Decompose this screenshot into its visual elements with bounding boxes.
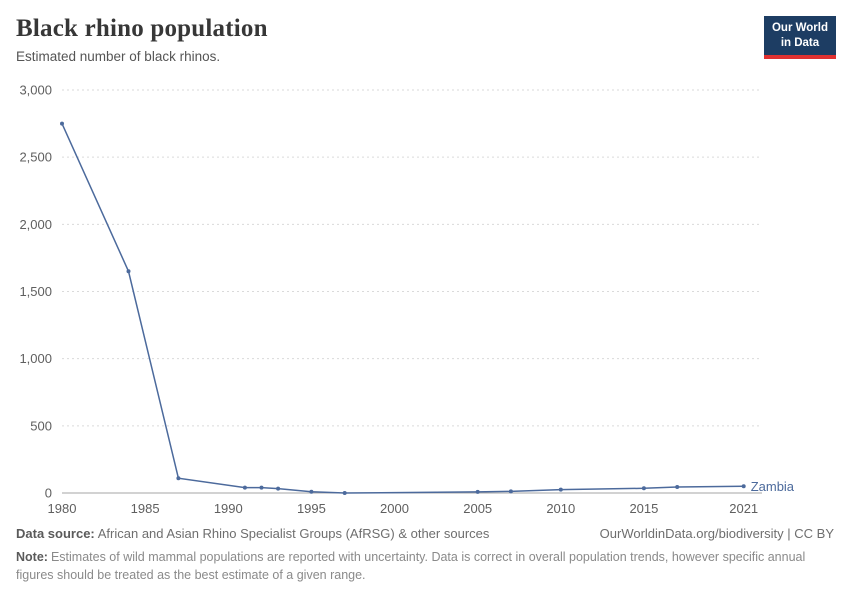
data-point[interactable] [641, 486, 646, 491]
chart-svg: 0 500 1,000 1,500 2,000 2,500 3,000 1980 1985 199… [19, 83, 795, 517]
y-axis-tick-label: 0 [45, 486, 52, 501]
x-axis-tick-label: 1990 [214, 501, 243, 516]
x-axis-tick-label: 2005 [463, 501, 492, 516]
data-point[interactable] [741, 484, 746, 489]
data-point[interactable] [508, 489, 513, 494]
x-axis-tick-label: 2000 [380, 501, 409, 516]
x-axis-tick-label: 1985 [131, 501, 160, 516]
y-axis-tick-label: 1,000 [19, 351, 52, 366]
x-axis-tick-label: 2021 [729, 501, 758, 516]
chart-note: Note: Estimates of wild mammal population… [16, 548, 816, 584]
logo-line-2: in Data [780, 36, 820, 49]
x-axis-tick-label: 2015 [629, 501, 658, 516]
x-axis-tick-label: 2010 [546, 501, 575, 516]
chart-footer: Data source: African and Asian Rhino Spec… [0, 516, 850, 584]
x-axis-tick-label: 1995 [297, 501, 326, 516]
data-point[interactable] [342, 491, 347, 495]
page-title: Black rhino population [16, 15, 268, 42]
data-point[interactable] [176, 476, 181, 481]
series-line-zambia[interactable] [61, 123, 744, 494]
data-source-text: African and Asian Rhino Specialist Group… [97, 526, 490, 541]
y-axis-tick-label: 2,500 [19, 150, 52, 165]
y-axis-tick-label: 3,000 [19, 83, 52, 98]
y-axis-tick-label: 1,500 [19, 284, 52, 299]
data-point[interactable] [60, 121, 64, 126]
data-point[interactable] [259, 485, 264, 490]
note-label: Note: [16, 550, 48, 564]
data-point[interactable] [558, 487, 563, 492]
data-point[interactable] [126, 269, 131, 274]
y-axis-tick-label: 2,000 [19, 217, 52, 232]
data-point[interactable] [276, 486, 281, 491]
data-source-label: Data source: [16, 526, 95, 541]
data-source: Data source: African and Asian Rhino Spec… [16, 526, 489, 541]
source-row: Data source: African and Asian Rhino Spec… [16, 526, 834, 541]
data-point[interactable] [675, 485, 680, 489]
note-text: Estimates of wild mammal populations are… [16, 550, 806, 583]
data-point[interactable] [475, 489, 480, 494]
x-axis-tick-label: 1980 [48, 501, 77, 516]
data-point[interactable] [309, 489, 314, 494]
logo-line-1: Our World [771, 22, 828, 34]
data-point[interactable] [242, 485, 247, 490]
credit-link[interactable]: OurWorldinData.org/biodiversity | CC BY [599, 526, 834, 541]
title-block: Black rhino population Estimated number … [16, 14, 268, 64]
chart-subtitle: Estimated number of black rhinos. [16, 49, 221, 64]
series-end-label[interactable]: Zambia [751, 479, 795, 494]
owid-logo[interactable]: Our World in Data [763, 16, 836, 59]
chart-header: Black rhino population Estimated number … [0, 0, 850, 64]
y-axis-tick-label: 500 [30, 418, 52, 433]
